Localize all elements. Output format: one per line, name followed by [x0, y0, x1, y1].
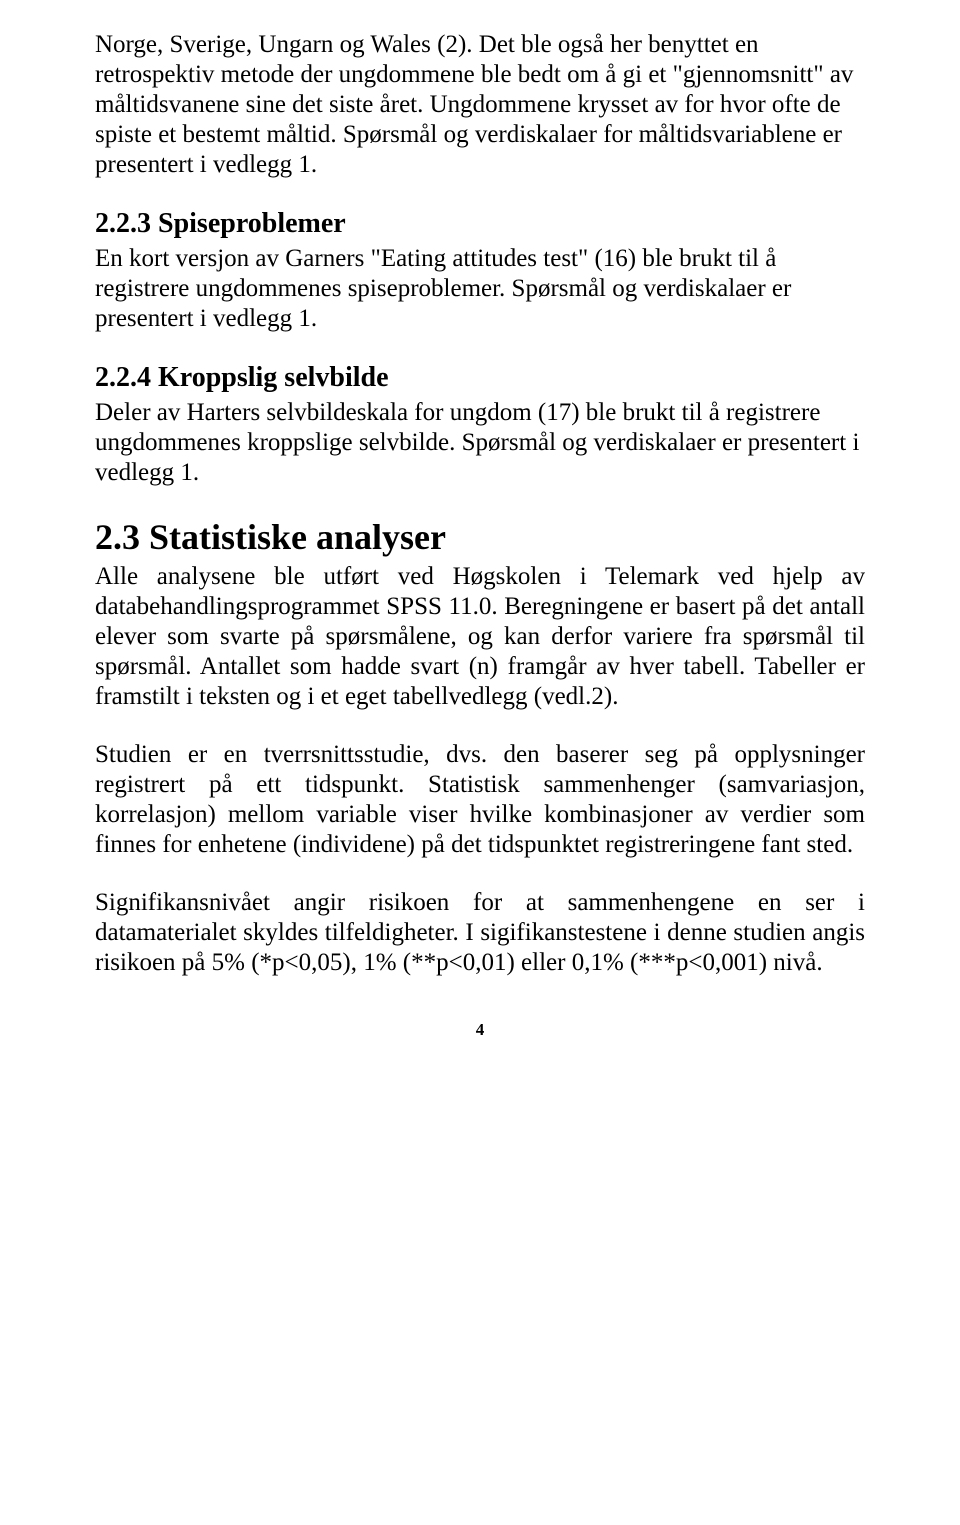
heading-2-3: 2.3 Statistiske analyser [95, 516, 865, 558]
body-paragraph: Deler av Harters selvbildeskala for ungd… [95, 398, 865, 488]
body-paragraph: Studien er en tverrsnittsstudie, dvs. de… [95, 740, 865, 860]
body-paragraph: Alle analysene ble utført ved Høgskolen … [95, 562, 865, 712]
page-number: 4 [95, 1020, 865, 1040]
heading-2-2-4: 2.2.4 Kroppslig selvbilde [95, 362, 865, 394]
body-paragraph: En kort versjon av Garners "Eating attit… [95, 244, 865, 334]
body-paragraph: Norge, Sverige, Ungarn og Wales (2). Det… [95, 30, 865, 180]
heading-2-2-3: 2.2.3 Spiseproblemer [95, 208, 865, 240]
body-paragraph: Signifikansnivået angir risikoen for at … [95, 888, 865, 978]
